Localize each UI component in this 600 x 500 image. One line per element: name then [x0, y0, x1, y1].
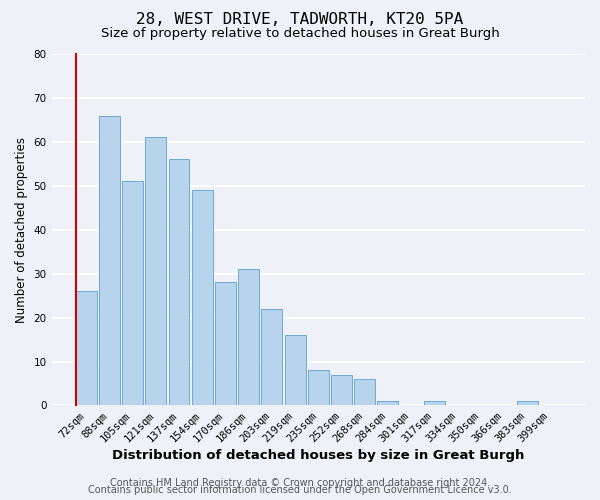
X-axis label: Distribution of detached houses by size in Great Burgh: Distribution of detached houses by size … — [112, 450, 524, 462]
Bar — [424, 401, 445, 406]
Bar — [377, 401, 398, 406]
Bar — [517, 401, 538, 406]
Bar — [331, 374, 352, 406]
Bar — [354, 379, 375, 406]
Bar — [238, 270, 259, 406]
Bar — [284, 335, 305, 406]
Bar — [122, 182, 143, 406]
Text: 28, WEST DRIVE, TADWORTH, KT20 5PA: 28, WEST DRIVE, TADWORTH, KT20 5PA — [136, 12, 464, 28]
Y-axis label: Number of detached properties: Number of detached properties — [15, 136, 28, 322]
Bar — [262, 309, 283, 406]
Bar — [76, 292, 97, 406]
Bar — [308, 370, 329, 406]
Bar — [215, 282, 236, 406]
Text: Size of property relative to detached houses in Great Burgh: Size of property relative to detached ho… — [101, 28, 499, 40]
Bar — [99, 116, 120, 406]
Bar — [145, 138, 166, 406]
Text: 28 WEST DRIVE: 80sqm
← 2% of detached houses are smaller (8)
98% of semi-detache: 28 WEST DRIVE: 80sqm ← 2% of detached ho… — [0, 499, 1, 500]
Text: Contains public sector information licensed under the Open Government Licence v3: Contains public sector information licen… — [88, 485, 512, 495]
Text: Contains HM Land Registry data © Crown copyright and database right 2024.: Contains HM Land Registry data © Crown c… — [110, 478, 490, 488]
Bar — [192, 190, 212, 406]
Bar — [169, 160, 190, 406]
